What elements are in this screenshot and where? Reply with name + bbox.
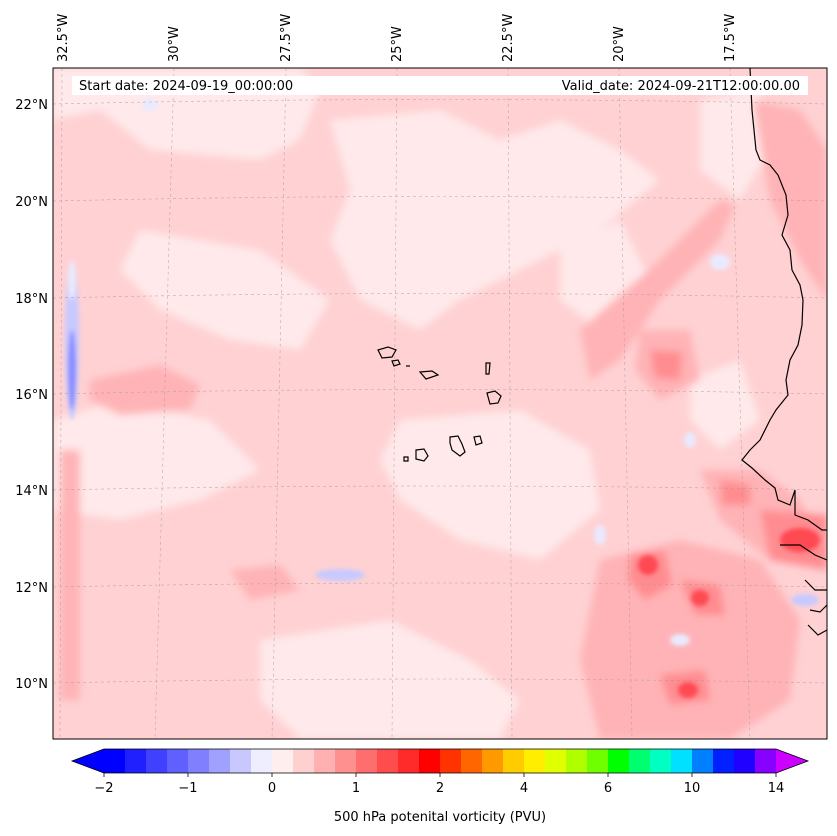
colorbar-cell bbox=[734, 749, 756, 773]
colorbar-cell bbox=[356, 749, 378, 773]
colorbar-cell bbox=[335, 749, 357, 773]
colorbar-cell bbox=[419, 749, 441, 773]
lat-label: 12°N bbox=[15, 581, 48, 596]
colorbar-cell bbox=[755, 749, 777, 773]
gridlines bbox=[53, 68, 827, 739]
colorbar-cell bbox=[671, 749, 693, 773]
colorbar-cell bbox=[377, 749, 399, 773]
lon-label: 20°W bbox=[612, 26, 627, 62]
colorbar-cell bbox=[125, 749, 147, 773]
colorbar: −2 −1 0 1 2 4 6 10 14 500 hPa potenital vorticit… bbox=[70, 748, 810, 825]
colorbar-cell bbox=[650, 749, 672, 773]
lat-label: 20°N bbox=[15, 195, 48, 210]
colorbar-cell bbox=[146, 749, 168, 773]
colorbar-cell bbox=[398, 749, 420, 773]
colorbar-tick-label: −2 bbox=[94, 781, 113, 796]
colorbar-tick-label: 6 bbox=[604, 781, 612, 796]
colorbar-cell bbox=[440, 749, 462, 773]
lon-label: 27.5°W bbox=[279, 14, 294, 62]
colorbar-cell bbox=[692, 749, 714, 773]
colorbar-cell bbox=[482, 749, 504, 773]
date-header-box bbox=[72, 76, 808, 95]
colorbar-cell bbox=[545, 749, 567, 773]
colorbar-cell bbox=[230, 749, 252, 773]
colorbar-cell bbox=[524, 749, 546, 773]
colorbar-tick-label: 4 bbox=[520, 781, 528, 796]
colorbar-cell bbox=[209, 749, 231, 773]
cape-verde-islands bbox=[377, 346, 502, 462]
colorbar-cell bbox=[188, 749, 210, 773]
lon-label: 25°W bbox=[390, 26, 405, 62]
colorbar-tick-label: 0 bbox=[268, 781, 276, 796]
coastline bbox=[741, 68, 827, 636]
colorbar-cell bbox=[314, 749, 336, 773]
valid-date-label: Valid_date: 2024-09-21T12:00:00.00 bbox=[562, 79, 800, 94]
colorbar-cell bbox=[104, 749, 126, 773]
colorbar-extend-low bbox=[72, 749, 104, 773]
lon-label: 30°W bbox=[167, 26, 182, 62]
longitude-labels: 32.5°W 30°W 27.5°W 25°W 22.5°W 20°W 17.5… bbox=[56, 14, 738, 62]
colorbar-tick-label: 14 bbox=[768, 781, 785, 796]
lat-label: 18°N bbox=[15, 292, 48, 307]
lat-label: 16°N bbox=[15, 388, 48, 403]
colorbar-cell bbox=[272, 749, 294, 773]
colorbar-cell bbox=[608, 749, 630, 773]
colorbar-cell bbox=[251, 749, 273, 773]
colorbar-cell bbox=[167, 749, 189, 773]
colorbar-tick-label: 10 bbox=[684, 781, 701, 796]
lon-label: 32.5°W bbox=[56, 14, 71, 62]
colorbar-cell bbox=[587, 749, 609, 773]
lat-label: 14°N bbox=[15, 484, 48, 499]
colorbar-tick-label: 2 bbox=[436, 781, 444, 796]
lat-label: 10°N bbox=[15, 677, 48, 692]
colorbar-cells bbox=[104, 749, 777, 773]
colorbar-cell bbox=[566, 749, 588, 773]
latitude-labels: 22°N 20°N 18°N 16°N 14°N 12°N 10°N bbox=[15, 98, 48, 692]
colorbar-ticks: −2 −1 0 1 2 4 6 10 14 bbox=[94, 773, 784, 796]
colorbar-cell bbox=[293, 749, 315, 773]
lon-label: 17.5°W bbox=[723, 14, 738, 62]
lon-label: 22.5°W bbox=[501, 14, 516, 62]
lat-label: 22°N bbox=[15, 98, 48, 113]
colorbar-cell bbox=[713, 749, 735, 773]
colorbar-cell bbox=[629, 749, 651, 773]
colorbar-tick-label: −1 bbox=[178, 781, 197, 796]
colorbar-tick-label: 1 bbox=[352, 781, 360, 796]
colorbar-cell bbox=[461, 749, 483, 773]
colorbar-extend-high bbox=[776, 749, 808, 773]
potential-vorticity-field bbox=[53, 68, 827, 739]
start-date-label: Start date: 2024-09-19_00:00:00 bbox=[79, 79, 293, 94]
colorbar-label: 500 hPa potenital vorticity (PVU) bbox=[334, 810, 546, 825]
map-frame bbox=[52, 67, 828, 740]
colorbar-cell bbox=[503, 749, 525, 773]
